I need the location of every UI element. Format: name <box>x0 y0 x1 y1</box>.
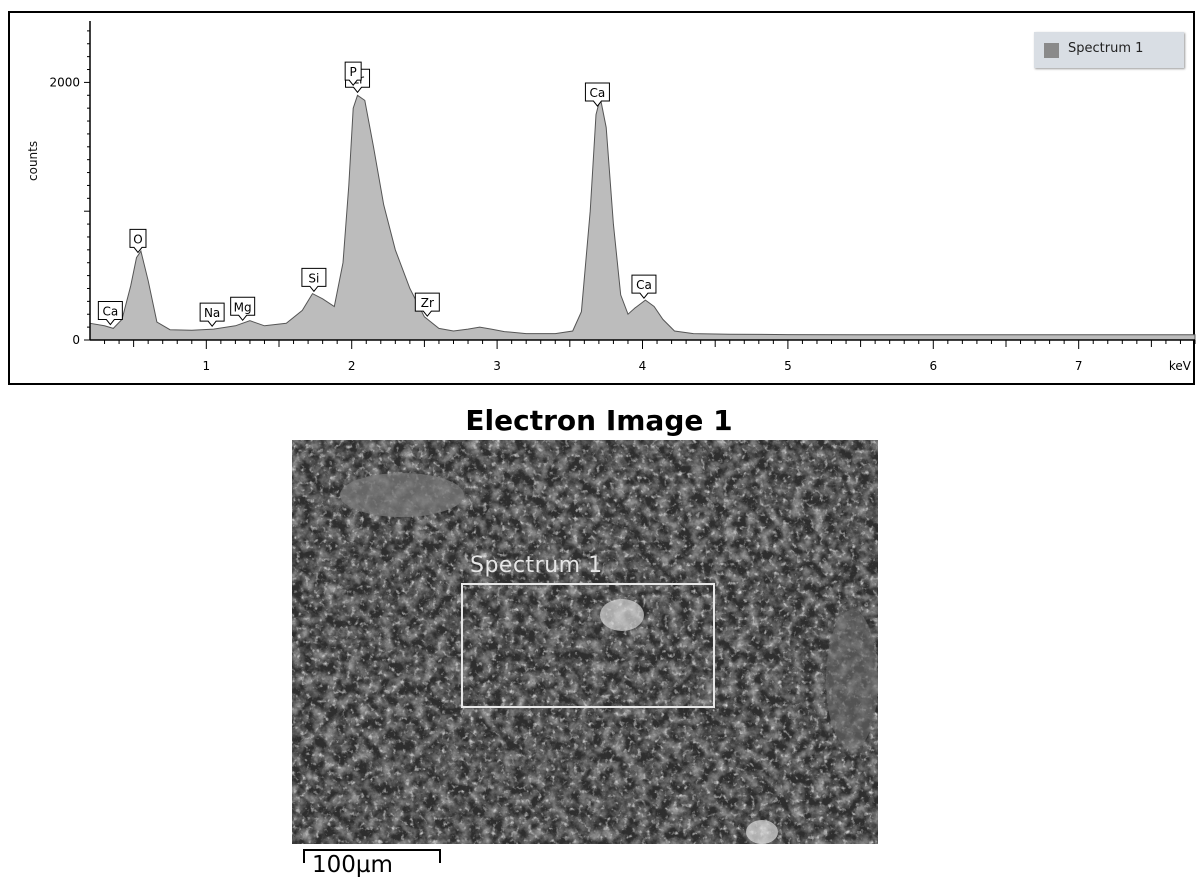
peak-label-ca: Ca <box>102 305 118 319</box>
x-tick-label: 6 <box>929 359 937 373</box>
sem-micrograph <box>292 440 878 844</box>
peak-label-box <box>97 301 123 326</box>
x-tick-label: 7 <box>1075 359 1083 373</box>
x-tick-label: 3 <box>493 359 501 373</box>
electron-image[interactable]: Spectrum 1 <box>292 440 878 844</box>
electron-image-title: Electron Image 1 <box>465 404 733 437</box>
legend[interactable]: Spectrum 1 <box>1034 32 1184 68</box>
peak-label-box <box>301 267 327 293</box>
x-tick-label: 2 <box>348 359 356 373</box>
peak-label-box <box>631 274 657 299</box>
spectrum-region-box[interactable] <box>461 583 715 708</box>
x-axis-label: keV <box>1169 359 1192 373</box>
peak-label-p: P <box>350 65 357 79</box>
peak-label-ca: Ca <box>636 278 652 292</box>
peak-label-mg: Mg <box>234 300 252 314</box>
spectrum-region-label: Spectrum 1 <box>470 553 603 578</box>
peak-label-ca: Ca <box>590 86 606 100</box>
peak-label-box <box>199 302 225 327</box>
spectrum-area <box>89 94 1196 341</box>
peak-label-box <box>129 228 147 254</box>
scale-bar <box>303 849 441 863</box>
peak-label-box <box>230 296 256 322</box>
peak-label-si: Si <box>308 271 319 285</box>
y-axis-label: counts <box>26 140 40 181</box>
scale-bar-label: 100µm <box>312 852 393 878</box>
peak-label-box <box>344 61 362 86</box>
peak-label-o: O <box>133 232 142 246</box>
x-tick-label: 4 <box>639 359 647 373</box>
y-tick-label: 2000 <box>49 75 80 89</box>
spectrum-plot: 020001234567keVCaONaMgSiZrPZrCaCa <box>49 21 1196 373</box>
peak-label-box <box>584 82 610 107</box>
x-tick-label: 5 <box>784 359 792 373</box>
peak-label-zr: Zr <box>421 296 434 310</box>
legend-swatch <box>1044 43 1059 58</box>
peak-label-box <box>414 292 440 317</box>
legend-label: Spectrum 1 <box>1068 41 1144 56</box>
peak-label-na: Na <box>204 306 220 320</box>
y-tick-label: 0 <box>72 333 80 347</box>
spectrum-chart: 020001234567keVCaONaMgSiZrPZrCaCa counts… <box>8 11 1196 385</box>
x-tick-label: 1 <box>202 359 210 373</box>
